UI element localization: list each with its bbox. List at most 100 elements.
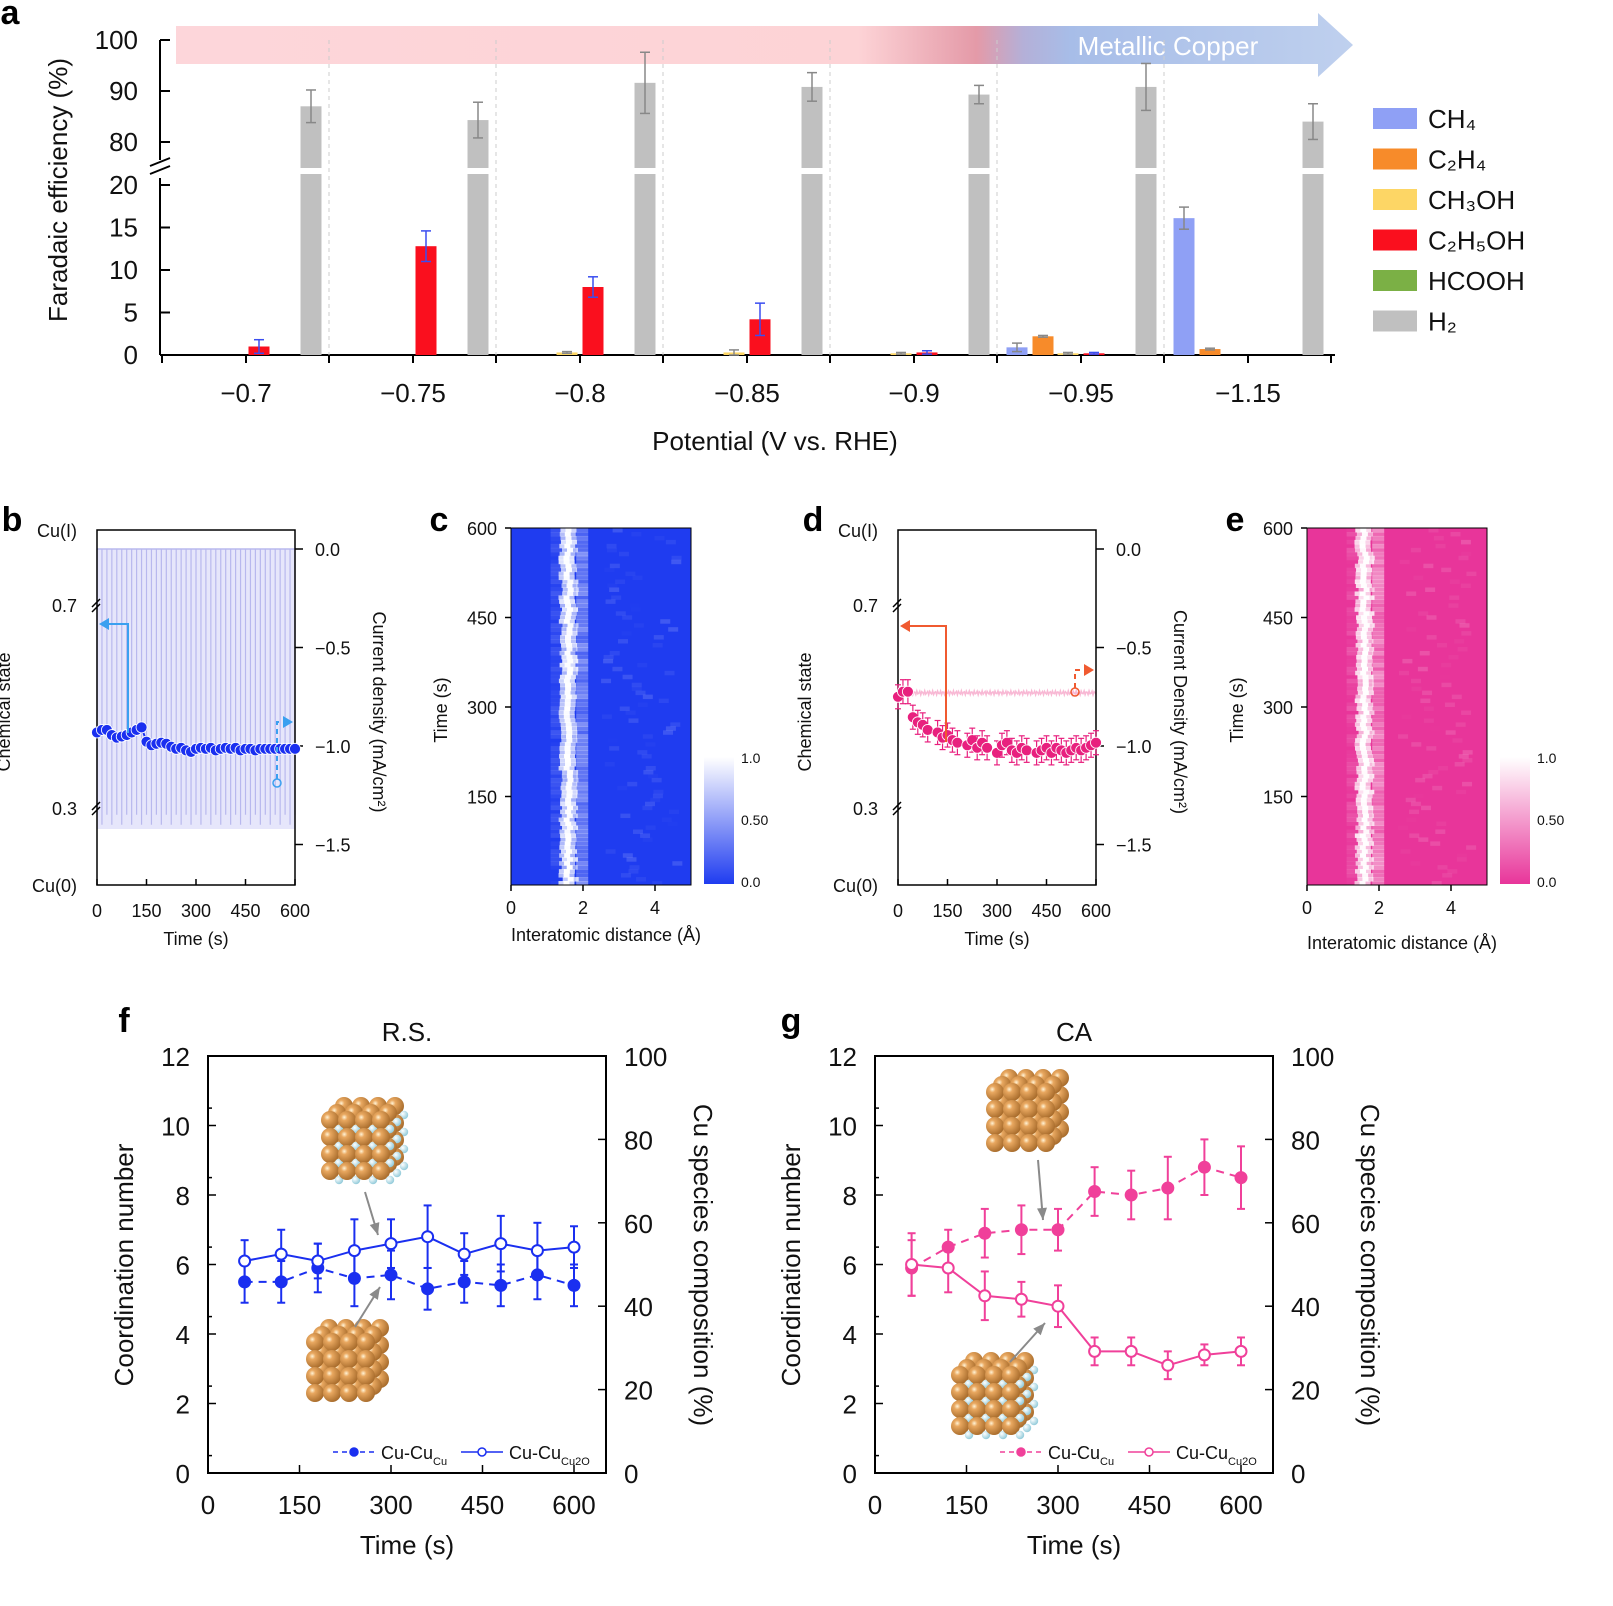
x-tick-label: 450 [1128,1490,1171,1520]
heatmap-cell [628,869,639,874]
cu-atom [986,1083,1004,1101]
heatmap-cell [1362,551,1369,557]
heatmap-cell [1372,714,1385,719]
bar-h2-upper [300,106,322,168]
heatmap-cell [1426,635,1437,640]
cu-atom [372,1111,390,1129]
heatmap-cell [607,584,617,588]
heatmap-cell [1363,647,1370,652]
cu-atom [1003,1100,1021,1118]
heatmap-cell [1362,678,1369,684]
y-tick-label: 600 [467,519,497,539]
heatmap-cell [671,559,682,565]
heatmap-cell [1346,793,1361,799]
heatmap-cell [652,793,663,799]
heatmap-cell [652,845,662,849]
heatmap-cell [1456,789,1467,795]
y-tick-label: 4 [176,1320,190,1350]
cu-atom [968,1400,986,1418]
heatmap-cell [607,548,617,552]
heatmap-cell [550,551,565,557]
cu-atom [340,1333,358,1351]
heatmap-cell [668,627,679,632]
cu-atom [1003,1117,1021,1135]
heatmap-cell [668,822,678,826]
heatmap-cell [576,849,589,854]
data-point [1234,1171,1248,1185]
heatmap-cell [1346,690,1361,696]
heatmap-cell [550,563,565,569]
x-tick-label: 0 [92,901,102,921]
heatmap-cell [1426,615,1437,620]
cu-atom [357,1333,375,1351]
y-axis-label: Chemical state [795,652,815,771]
heatmap-cell [1372,547,1385,553]
heatmap-cell [1372,710,1385,715]
heatmap-cell [609,650,620,656]
heatmap-cell [566,567,573,573]
cu-atom [321,1145,339,1163]
heatmap-cell [630,603,640,607]
cu-atom [1020,1100,1038,1118]
o-atom [399,1161,409,1171]
heatmap-cell [576,682,589,688]
heatmap-cell [1372,611,1385,616]
heatmap-cell [576,777,589,783]
heatmap-cell [1363,829,1370,834]
cu-atom [372,1145,390,1163]
heatmap-cell [550,825,565,830]
heatmap-cell [1362,650,1369,656]
heatmap-cell [626,857,637,862]
heatmap-cell [551,556,565,560]
o-atom [385,1175,395,1185]
heatmap-cell [563,881,570,886]
heatmap-cell [550,599,565,604]
y-tick-label: 15 [109,213,138,243]
heatmap-cell [1457,853,1467,857]
heatmap-cell [1360,825,1367,830]
x-tick-label: 2 [578,898,588,918]
chemical-state-point [289,742,301,755]
y-tick-label-right: 60 [624,1209,653,1239]
heatmap-cell [1347,699,1361,703]
heatmap-cell [1360,643,1367,648]
heatmap-cell [576,801,589,807]
heatmap-cell [551,877,565,881]
data-point [347,1244,361,1258]
heatmap-cell [643,837,653,841]
heatmap-cell [1448,603,1459,608]
data-point [1161,1181,1175,1195]
y-tick-label-right: 0 [624,1459,638,1489]
y-tick-label-right: −1.0 [1116,737,1152,757]
heatmap-cell [1372,535,1385,541]
heatmap-cell [1361,718,1368,723]
heatmap-cell [563,571,570,577]
y-tick-label-left: 0.3 [853,799,878,819]
heatmap-cell [576,754,589,759]
heatmap-cell [1360,631,1367,636]
heatmap-cell [1362,841,1369,846]
x-tick-label: 0 [1302,898,1312,918]
y-tick-label-right: 80 [624,1125,653,1155]
heatmap-cell [1362,805,1369,811]
heatmap-cell [1359,607,1366,612]
heatmap-cell [1372,785,1385,791]
heatmap-cell [1372,781,1385,787]
heatmap-cell [565,722,572,727]
o-atom [399,1144,409,1154]
bar-h2-lower [968,174,990,355]
data-point [494,1278,508,1292]
heatmap-cell [1346,555,1361,561]
heatmap-cell [566,734,573,739]
heatmap-cell [1346,813,1361,819]
heatmap-cell [567,825,574,830]
heatmap-cell [1415,777,1426,783]
cu-atom [340,1350,358,1368]
heatmap-cell [670,647,680,651]
heatmap-cell [551,603,565,607]
heatmap-cell [1362,857,1369,862]
cu-atom [357,1384,375,1402]
heatmap-cell [576,694,589,700]
cu-atom [986,1134,1004,1152]
heatmap-cell [550,635,565,640]
